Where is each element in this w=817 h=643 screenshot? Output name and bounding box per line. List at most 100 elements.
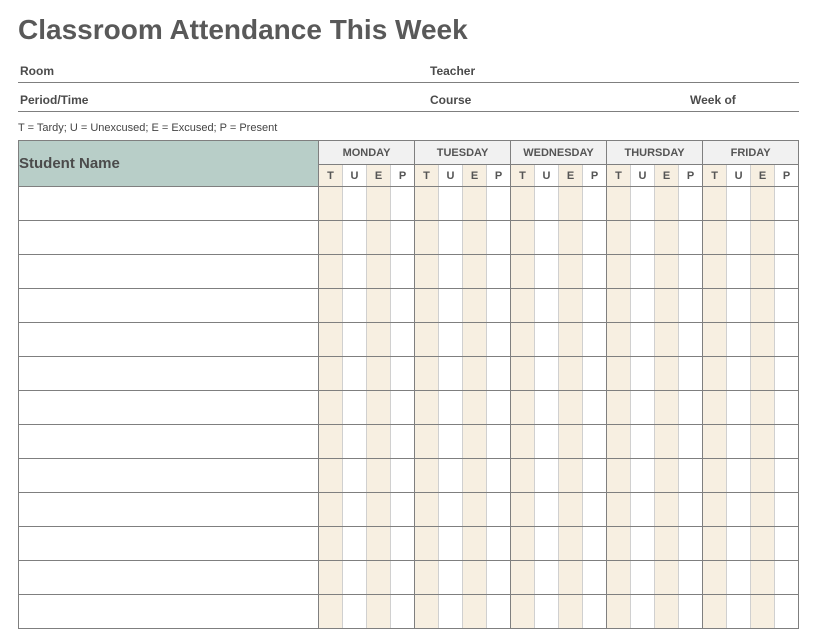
attendance-cell[interactable] <box>463 595 487 629</box>
attendance-cell[interactable] <box>367 289 391 323</box>
attendance-cell[interactable] <box>487 357 511 391</box>
attendance-cell[interactable] <box>559 323 583 357</box>
attendance-cell[interactable] <box>343 561 367 595</box>
attendance-cell[interactable] <box>655 459 679 493</box>
attendance-cell[interactable] <box>463 289 487 323</box>
attendance-cell[interactable] <box>415 459 439 493</box>
attendance-cell[interactable] <box>343 425 367 459</box>
attendance-cell[interactable] <box>343 221 367 255</box>
student-name-cell[interactable] <box>19 493 319 527</box>
attendance-cell[interactable] <box>415 323 439 357</box>
attendance-cell[interactable] <box>343 323 367 357</box>
attendance-cell[interactable] <box>463 459 487 493</box>
attendance-cell[interactable] <box>439 425 463 459</box>
attendance-cell[interactable] <box>463 255 487 289</box>
attendance-cell[interactable] <box>391 323 415 357</box>
attendance-cell[interactable] <box>751 187 775 221</box>
attendance-cell[interactable] <box>751 357 775 391</box>
attendance-cell[interactable] <box>367 255 391 289</box>
attendance-cell[interactable] <box>463 561 487 595</box>
attendance-cell[interactable] <box>583 527 607 561</box>
attendance-cell[interactable] <box>775 289 799 323</box>
attendance-cell[interactable] <box>559 391 583 425</box>
attendance-cell[interactable] <box>655 595 679 629</box>
attendance-cell[interactable] <box>511 493 535 527</box>
attendance-cell[interactable] <box>343 459 367 493</box>
attendance-cell[interactable] <box>655 255 679 289</box>
attendance-cell[interactable] <box>463 187 487 221</box>
attendance-cell[interactable] <box>703 561 727 595</box>
attendance-cell[interactable] <box>775 425 799 459</box>
attendance-cell[interactable] <box>631 357 655 391</box>
student-name-cell[interactable] <box>19 527 319 561</box>
attendance-cell[interactable] <box>511 357 535 391</box>
attendance-cell[interactable] <box>535 425 559 459</box>
attendance-cell[interactable] <box>559 289 583 323</box>
attendance-cell[interactable] <box>511 391 535 425</box>
attendance-cell[interactable] <box>319 323 343 357</box>
attendance-cell[interactable] <box>487 425 511 459</box>
student-name-cell[interactable] <box>19 425 319 459</box>
attendance-cell[interactable] <box>319 255 343 289</box>
attendance-cell[interactable] <box>607 527 631 561</box>
attendance-cell[interactable] <box>607 391 631 425</box>
attendance-cell[interactable] <box>463 425 487 459</box>
attendance-cell[interactable] <box>439 187 463 221</box>
attendance-cell[interactable] <box>439 323 463 357</box>
attendance-cell[interactable] <box>751 527 775 561</box>
attendance-cell[interactable] <box>727 357 751 391</box>
attendance-cell[interactable] <box>655 391 679 425</box>
attendance-cell[interactable] <box>439 289 463 323</box>
attendance-cell[interactable] <box>583 561 607 595</box>
attendance-cell[interactable] <box>367 391 391 425</box>
attendance-cell[interactable] <box>415 595 439 629</box>
attendance-cell[interactable] <box>607 221 631 255</box>
attendance-cell[interactable] <box>343 391 367 425</box>
attendance-cell[interactable] <box>367 493 391 527</box>
attendance-cell[interactable] <box>583 323 607 357</box>
attendance-cell[interactable] <box>487 561 511 595</box>
attendance-cell[interactable] <box>727 289 751 323</box>
attendance-cell[interactable] <box>679 425 703 459</box>
attendance-cell[interactable] <box>511 289 535 323</box>
attendance-cell[interactable] <box>415 527 439 561</box>
attendance-cell[interactable] <box>607 187 631 221</box>
attendance-cell[interactable] <box>703 289 727 323</box>
attendance-cell[interactable] <box>343 527 367 561</box>
attendance-cell[interactable] <box>583 459 607 493</box>
attendance-cell[interactable] <box>607 595 631 629</box>
attendance-cell[interactable] <box>415 187 439 221</box>
attendance-cell[interactable] <box>487 493 511 527</box>
attendance-cell[interactable] <box>439 493 463 527</box>
attendance-cell[interactable] <box>655 561 679 595</box>
attendance-cell[interactable] <box>679 391 703 425</box>
attendance-cell[interactable] <box>679 595 703 629</box>
attendance-cell[interactable] <box>343 289 367 323</box>
attendance-cell[interactable] <box>775 391 799 425</box>
attendance-cell[interactable] <box>679 187 703 221</box>
attendance-cell[interactable] <box>319 289 343 323</box>
attendance-cell[interactable] <box>607 255 631 289</box>
attendance-cell[interactable] <box>535 459 559 493</box>
attendance-cell[interactable] <box>559 459 583 493</box>
attendance-cell[interactable] <box>631 391 655 425</box>
attendance-cell[interactable] <box>655 527 679 561</box>
attendance-cell[interactable] <box>631 221 655 255</box>
attendance-cell[interactable] <box>415 221 439 255</box>
attendance-cell[interactable] <box>655 289 679 323</box>
attendance-cell[interactable] <box>511 425 535 459</box>
attendance-cell[interactable] <box>559 561 583 595</box>
attendance-cell[interactable] <box>559 527 583 561</box>
attendance-cell[interactable] <box>607 493 631 527</box>
attendance-cell[interactable] <box>559 357 583 391</box>
attendance-cell[interactable] <box>703 459 727 493</box>
attendance-cell[interactable] <box>487 221 511 255</box>
attendance-cell[interactable] <box>391 221 415 255</box>
attendance-cell[interactable] <box>535 357 559 391</box>
attendance-cell[interactable] <box>415 561 439 595</box>
attendance-cell[interactable] <box>391 561 415 595</box>
attendance-cell[interactable] <box>607 425 631 459</box>
attendance-cell[interactable] <box>391 493 415 527</box>
attendance-cell[interactable] <box>679 255 703 289</box>
attendance-cell[interactable] <box>415 493 439 527</box>
